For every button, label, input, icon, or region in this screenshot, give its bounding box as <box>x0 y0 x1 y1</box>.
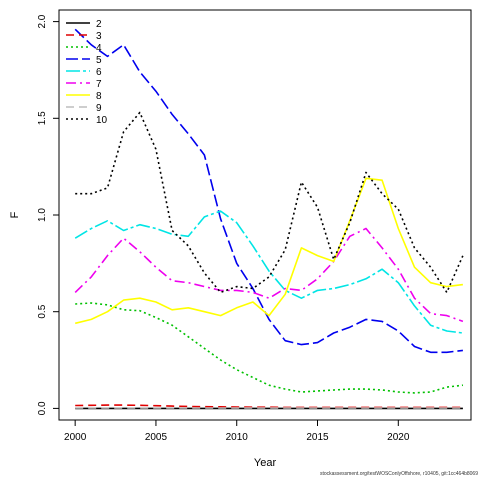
x-tick-label: 2000 <box>64 432 87 443</box>
series-lines <box>74 28 464 410</box>
legend-label-4: 4 <box>96 43 102 54</box>
series-line-3 <box>75 404 463 409</box>
series-line-7 <box>74 227 464 323</box>
x-tick-label: 2015 <box>306 432 329 443</box>
x-tick-label: 2010 <box>226 432 249 443</box>
plot-frame <box>58 9 472 421</box>
legend-label-3: 3 <box>96 31 102 42</box>
x-tick-label: 2020 <box>387 432 410 443</box>
legend-label-9: 9 <box>96 103 102 114</box>
legend-label-7: 7 <box>96 79 102 90</box>
legend-label-5: 5 <box>96 55 102 66</box>
legend-label-6: 6 <box>96 67 102 78</box>
series-line-6 <box>74 210 463 334</box>
series-line-4 <box>75 302 463 394</box>
legend-label-10: 10 <box>96 115 108 126</box>
series-line-5 <box>74 28 463 354</box>
footer-source: stockassessment.org/testWOSConlyOffshore… <box>319 471 478 477</box>
y-tick-label: 0.0 <box>37 401 48 415</box>
y-tick-label: 1.5 <box>37 111 48 125</box>
y-axis-label: F <box>9 211 21 218</box>
y-axis: 0.0 0.5 1.0 1.5 2.0 <box>37 14 59 415</box>
y-tick-label: 2.0 <box>37 14 48 28</box>
x-axis-label: Year <box>254 457 277 469</box>
legend-label-2: 2 <box>96 19 102 30</box>
y-tick-label: 1.0 <box>37 208 48 222</box>
legend-label-8: 8 <box>96 91 102 102</box>
series-line-10 <box>75 111 464 294</box>
series-line-8 <box>75 177 463 325</box>
y-tick-label: 0.5 <box>37 304 48 318</box>
x-axis: 2000 2005 2010 2015 2020 <box>64 420 410 443</box>
x-tick-label: 2005 <box>145 432 168 443</box>
